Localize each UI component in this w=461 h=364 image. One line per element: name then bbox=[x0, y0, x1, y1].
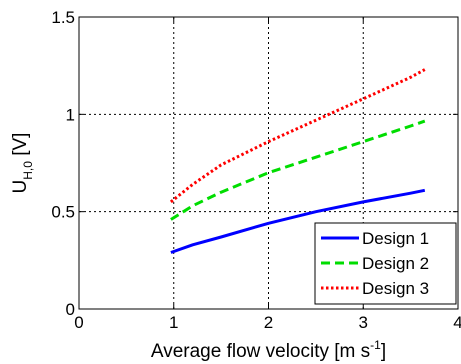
series-group bbox=[169, 68, 426, 254]
x-tick-label: 4 bbox=[453, 313, 461, 332]
x-axis-label-sup: -1 bbox=[370, 338, 381, 352]
y-axis-label-sub: H,0 bbox=[21, 161, 35, 180]
y-tick-label: 0.5 bbox=[51, 203, 75, 222]
x-tick-label: 0 bbox=[74, 313, 83, 332]
y-tick-label: 0 bbox=[66, 300, 75, 319]
legend: Design 1 Design 2 Design 3 bbox=[314, 222, 457, 305]
x-tick-label: 2 bbox=[264, 313, 273, 332]
grid-lines bbox=[79, 17, 458, 309]
x-tick-label: 1 bbox=[169, 313, 178, 332]
series-line-3 bbox=[169, 68, 426, 204]
y-axis-label-main: U bbox=[10, 180, 31, 194]
x-axis-label: Average flow velocity [m s-1] bbox=[151, 338, 386, 362]
series-line-2 bbox=[170, 119, 426, 221]
x-axis-label-tail: ] bbox=[381, 341, 386, 362]
series-line-1 bbox=[170, 188, 426, 254]
x-axis-label-main: Average flow velocity [m s bbox=[151, 341, 370, 362]
y-tick-label: 1 bbox=[66, 105, 75, 124]
legend-label-2: Design 2 bbox=[362, 254, 429, 273]
y-axis-label: UH,0 [V] bbox=[10, 133, 35, 194]
axis-ticks: 0 1 2 3 4 0 0.5 1 1.5 bbox=[51, 8, 461, 332]
x-tick-label: 3 bbox=[359, 313, 368, 332]
legend-label-3: Design 3 bbox=[362, 279, 429, 298]
y-axis-label-tail: [V] bbox=[10, 133, 31, 162]
y-tick-label: 1.5 bbox=[51, 8, 75, 27]
legend-label-1: Design 1 bbox=[362, 229, 429, 248]
